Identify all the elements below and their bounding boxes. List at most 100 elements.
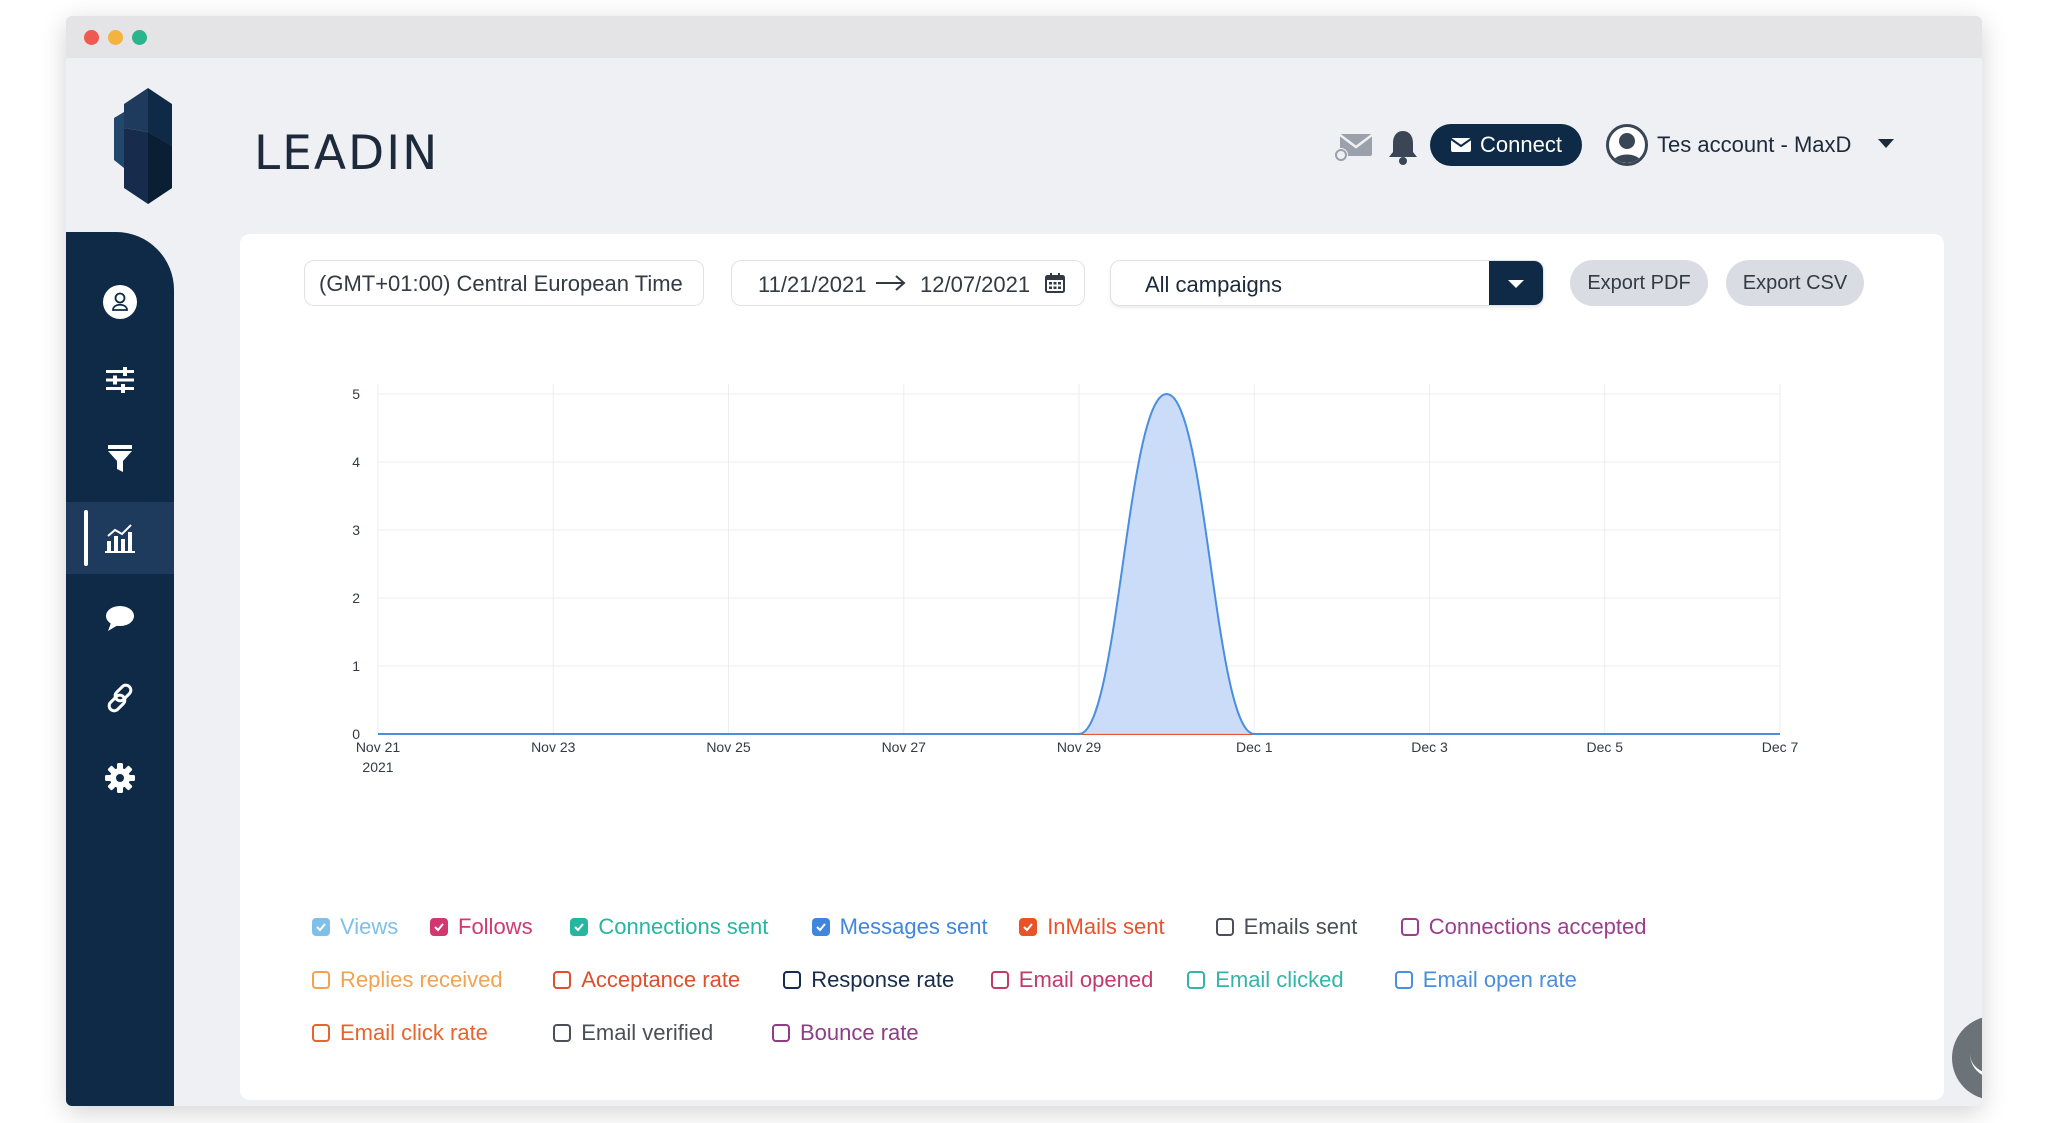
legend-item-views[interactable]: Views — [312, 914, 398, 940]
user-silhouette-icon — [1611, 133, 1643, 163]
legend-label: Email open rate — [1422, 967, 1577, 992]
checkbox-empty-icon[interactable] — [312, 1024, 330, 1042]
user-icon — [103, 285, 137, 319]
legend-label: Email click rate — [340, 1020, 488, 1045]
connect-button[interactable]: Connect — [1430, 124, 1582, 166]
sidebar-item-integrations[interactable] — [66, 662, 174, 734]
sidebar-item-filters[interactable] — [66, 422, 174, 494]
campaign-dropdown-toggle[interactable] — [1489, 261, 1543, 305]
gear-icon — [105, 763, 135, 793]
x-tick-label: Dec 5 — [1586, 739, 1623, 755]
calendar-icon[interactable] — [1044, 272, 1066, 294]
checkbox-empty-icon[interactable] — [553, 971, 572, 989]
analytics-card: (GMT+01:00) Central European Time 11/21/… — [240, 234, 1944, 1100]
checkbox-empty-icon[interactable] — [1394, 971, 1413, 989]
legend-item-messages-sent[interactable]: Messages sent — [811, 914, 988, 940]
sidebar-item-analytics[interactable] — [66, 502, 174, 574]
series-line-messages-sent — [377, 392, 1780, 735]
y-tick-label: 3 — [352, 522, 360, 538]
legend-label: Messages sent — [839, 914, 988, 939]
legend-label: Connections sent — [598, 914, 769, 939]
checkbox-empty-icon[interactable] — [772, 1024, 790, 1042]
legend-label: Email verified — [581, 1020, 714, 1045]
legend-item-replies-received[interactable]: Replies received — [312, 967, 503, 993]
sidebar-item-settings-sliders[interactable] — [66, 344, 174, 416]
legend-label: Connections accepted — [1428, 914, 1647, 939]
sidebar-item-settings[interactable] — [66, 742, 174, 814]
connect-label: Connect — [1480, 132, 1562, 157]
campaign-select[interactable]: All campaigns — [1110, 260, 1544, 306]
logo-mark-icon — [114, 88, 172, 204]
legend-item-inmails-sent[interactable]: InMails sent — [1019, 914, 1165, 940]
checkbox-checked-icon[interactable] — [430, 918, 448, 936]
bell-icon[interactable] — [1386, 128, 1420, 166]
legend-label: Email clicked — [1215, 967, 1344, 992]
legend-item-response-rate[interactable]: Response rate — [783, 967, 954, 993]
legend-item-connections-accepted[interactable]: Connections accepted — [1400, 914, 1647, 940]
checkbox-checked-icon[interactable] — [1019, 918, 1038, 936]
x-tick-label: Nov 23 — [531, 739, 576, 755]
support-chat-button[interactable] — [1952, 1016, 1982, 1100]
leadin-logo[interactable]: LEADIN — [114, 88, 437, 204]
sidebar-item-profile[interactable] — [66, 266, 174, 338]
window-minimize-button[interactable] — [108, 30, 123, 45]
legend-label: Bounce rate — [800, 1020, 919, 1045]
chat-icon — [106, 606, 134, 631]
x-tick-label: Dec 7 — [1762, 739, 1799, 755]
legend-item-bounce-rate[interactable]: Bounce rate — [772, 1020, 919, 1046]
brand-name: LEADIN — [254, 126, 440, 181]
legend-label: InMails sent — [1047, 914, 1165, 939]
checkbox-checked-icon[interactable] — [570, 918, 589, 936]
account-name[interactable]: Tes account - MaxD — [1657, 132, 1852, 157]
mail-icon[interactable] — [1332, 130, 1374, 164]
sliders-icon — [106, 367, 134, 393]
legend-item-follows[interactable]: Follows — [430, 914, 533, 940]
y-tick-label: 4 — [352, 454, 360, 470]
window-maximize-button[interactable] — [132, 30, 147, 45]
legend-label: Email opened — [1018, 967, 1154, 992]
x-tick-label: Nov 25 — [706, 739, 751, 755]
export-csv-button[interactable]: Export CSV — [1726, 260, 1864, 306]
legend-item-email-verified[interactable]: Email verified — [553, 1020, 713, 1046]
y-tick-label: 0 — [352, 726, 360, 742]
filter-icon — [108, 445, 132, 472]
date-start[interactable]: 11/21/2021 — [758, 272, 867, 297]
checkbox-empty-icon[interactable] — [312, 971, 330, 989]
checkbox-empty-icon[interactable] — [1187, 971, 1206, 989]
analytics-icon — [105, 524, 135, 553]
window-titlebar — [66, 16, 1982, 58]
legend-label: Emails sent — [1243, 914, 1358, 939]
checkbox-empty-icon[interactable] — [990, 971, 1009, 989]
x-tick-label: Nov 29 — [1057, 739, 1102, 755]
link-icon — [107, 683, 133, 713]
legend-item-emails-sent[interactable]: Emails sent — [1215, 914, 1358, 940]
x-tick-label: Dec 3 — [1411, 739, 1448, 755]
legend-label: Follows — [458, 914, 533, 939]
date-end[interactable]: 12/07/2021 — [920, 272, 1031, 297]
checkbox-empty-icon[interactable] — [783, 971, 802, 989]
date-range-picker[interactable]: 11/21/2021 12/07/2021 — [731, 260, 1085, 306]
user-avatar[interactable] — [1606, 124, 1648, 166]
window-close-button[interactable] — [84, 30, 99, 45]
legend-item-email-open-rate[interactable]: Email open rate — [1394, 967, 1577, 993]
export-pdf-button[interactable]: Export PDF — [1570, 260, 1708, 306]
x-tick-label: Nov 27 — [882, 739, 927, 755]
checkbox-empty-icon[interactable] — [1400, 918, 1419, 936]
y-tick-label: 5 — [352, 386, 360, 402]
checkbox-checked-icon[interactable] — [312, 918, 330, 936]
account-dropdown-icon[interactable] — [1878, 139, 1894, 148]
legend-item-connections-sent[interactable]: Connections sent — [570, 914, 768, 940]
timezone-select[interactable]: (GMT+01:00) Central European Time — [304, 260, 704, 306]
sidebar-nav — [66, 232, 174, 1106]
legend-label: Views — [340, 914, 399, 939]
checkbox-empty-icon[interactable] — [1215, 918, 1234, 936]
legend-item-email-opened[interactable]: Email opened — [990, 967, 1154, 993]
sidebar-item-messages[interactable] — [66, 582, 174, 654]
checkbox-empty-icon[interactable] — [553, 1024, 572, 1042]
legend-item-email-clicked[interactable]: Email clicked — [1187, 967, 1344, 993]
legend-item-acceptance-rate[interactable]: Acceptance rate — [553, 967, 740, 993]
legend-item-email-click-rate[interactable]: Email click rate — [312, 1020, 488, 1046]
checkbox-checked-icon[interactable] — [811, 918, 830, 936]
x-tick-label: Nov 21 — [356, 739, 401, 755]
arrow-right-icon — [876, 275, 906, 291]
